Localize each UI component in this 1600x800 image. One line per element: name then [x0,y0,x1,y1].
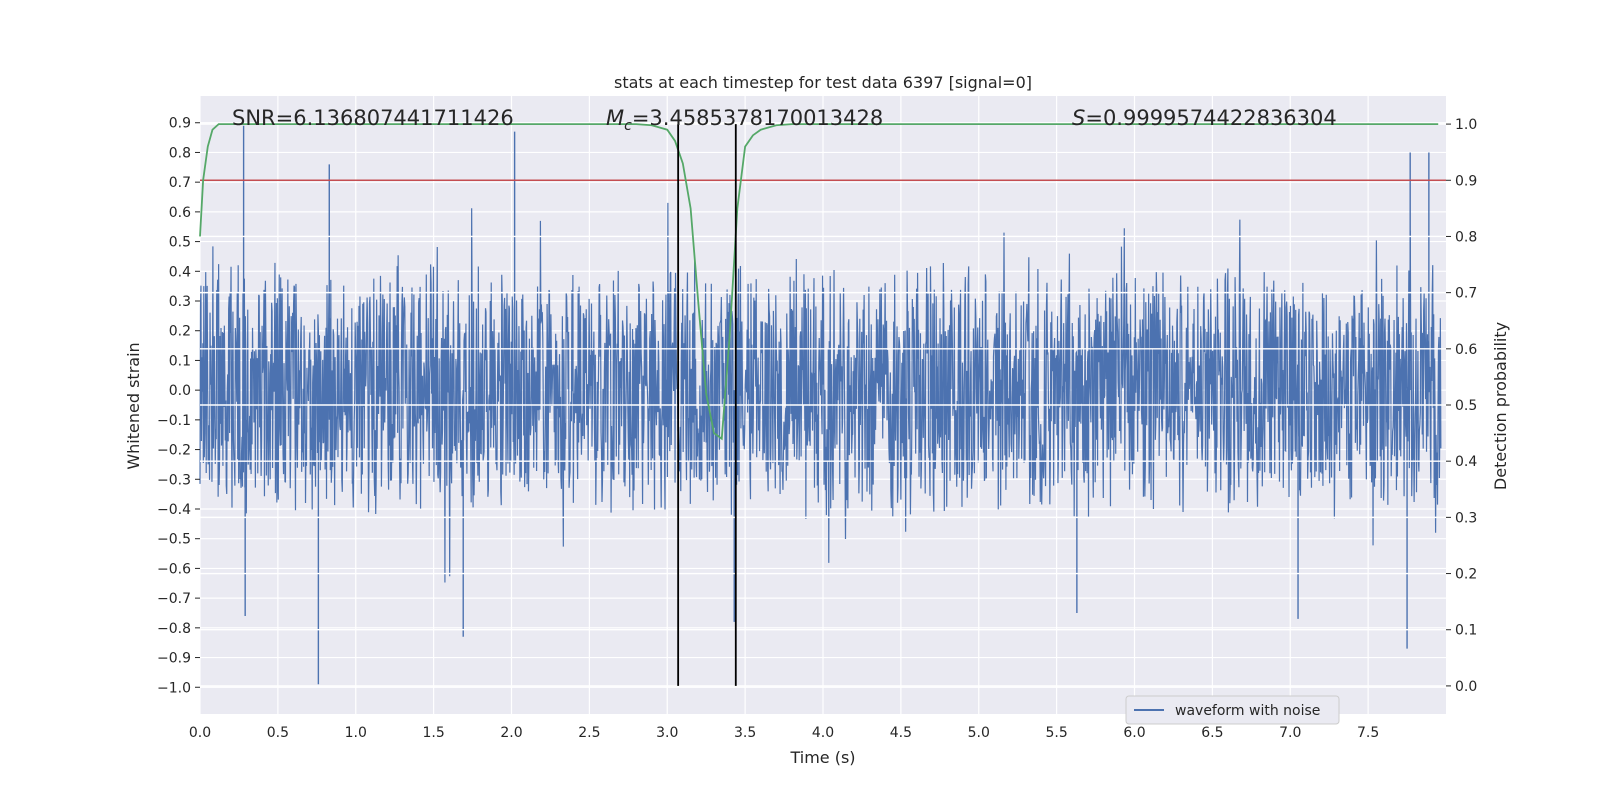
y-left-tick-label: 0.6 [169,205,191,221]
x-tick-label: 3.0 [656,725,678,741]
s-annotation: S=0.9999574422836304 [1072,106,1337,130]
x-tick-label: 5.5 [1045,725,1067,741]
x-tick-label: 6.0 [1123,725,1145,741]
y-left-tick-label: 0.0 [169,383,191,399]
y-left-tick-label: −0.1 [157,413,191,429]
y-right-axis-label: Detection probability [1491,322,1510,490]
x-tick-label: 5.0 [968,725,990,741]
x-tick-label: 0.5 [267,725,289,741]
waveform-line [199,202,1442,583]
x-tick-label: 1.0 [345,725,367,741]
legend-label-waveform: waveform with noise [1175,703,1320,719]
chirp-mass-subscript: c [624,118,632,134]
y-right-tick-label: 0.2 [1455,567,1477,583]
y-left-tick-label: 0.2 [169,324,191,340]
y-left-tick-label: 0.9 [169,116,191,132]
y-right-tick-label: 0.3 [1455,510,1477,526]
waveform-series [199,125,1442,685]
y-right-tick-label: 0.8 [1455,229,1477,245]
y-right-tick-label: 0.7 [1455,286,1477,302]
chirp-mass-value: =3.4585378170013428 [632,106,883,130]
y-left-tick-label: 0.5 [169,235,191,251]
x-tick-label: 6.5 [1201,725,1223,741]
chirp-mass-annotation: Mc=3.4585378170013428 [606,106,883,134]
y-left-tick-label: −0.6 [157,561,191,577]
x-axis-label: Time (s) [789,748,855,767]
y-left-tick-label: 0.8 [169,145,191,161]
y-left-tick-label: −0.3 [157,472,191,488]
chirp-mass-symbol: M [606,106,624,130]
x-tick-label: 0.0 [189,725,211,741]
x-tick-label: 3.5 [734,725,756,741]
y-left-tick-label: 0.3 [169,294,191,310]
y-left-tick-label: 0.7 [169,175,191,191]
x-tick-label: 4.5 [890,725,912,741]
y-right-tick-label: 0.9 [1455,173,1477,189]
x-tick-label: 7.5 [1357,725,1379,741]
x-tick-label: 7.0 [1279,725,1301,741]
y-right-tick-label: 1.0 [1455,117,1477,133]
y-left-axis-label: Whitened strain [124,342,143,469]
vertical-markers [677,124,737,686]
y-right-tick-label: 0.4 [1455,454,1477,470]
x-axis-ticks: 0.0 0.5 1.0 1.5 2.0 2.5 3.0 3.5 4.0 4.5 5.0 5.5 6.0 6… [189,725,1379,741]
y-left-tick-label: −0.8 [157,621,191,637]
x-tick-label: 2.0 [500,725,522,741]
y-left-axis-ticks: 0.9 0.8 0.7 0.6 0.5 0.4 0.3 0.2 0.1 0.0 −0.1 −0.2 −0… [157,116,200,696]
chart-title: stats at each timestep for test data 639… [614,73,1032,92]
probability-series [199,123,1439,441]
probability-line [199,123,1439,441]
y-right-tick-label: 0.0 [1455,679,1477,695]
y-right-tick-label: 0.6 [1455,342,1477,358]
y-left-tick-label: −1.0 [157,680,191,696]
y-right-tick-label: 0.1 [1455,623,1477,639]
x-tick-label: 2.5 [578,725,600,741]
y-left-tick-label: 0.1 [169,353,191,369]
legend: waveform with noise [1125,695,1340,725]
s-value: =0.9999574422836304 [1085,106,1336,130]
y-right-axis-ticks: 1.0 0.9 0.8 0.7 0.6 0.5 0.4 0.3 0.2 0.1 0.0 [1446,117,1477,695]
legend-box [1125,695,1340,725]
y-left-tick-label: 0.4 [169,264,191,280]
y-left-tick-label: −0.4 [157,502,191,518]
snr-annotation: SNR=6.136807441711426 [232,106,514,130]
y-right-tick-label: 0.5 [1455,398,1477,414]
y-left-tick-label: −0.9 [157,651,191,667]
y-left-tick-label: −0.7 [157,591,191,607]
s-symbol: S [1072,106,1085,130]
x-tick-label: 1.5 [422,725,444,741]
y-left-tick-label: −0.5 [157,532,191,548]
x-tick-label: 4.0 [812,725,834,741]
y-left-tick-label: −0.2 [157,443,191,459]
